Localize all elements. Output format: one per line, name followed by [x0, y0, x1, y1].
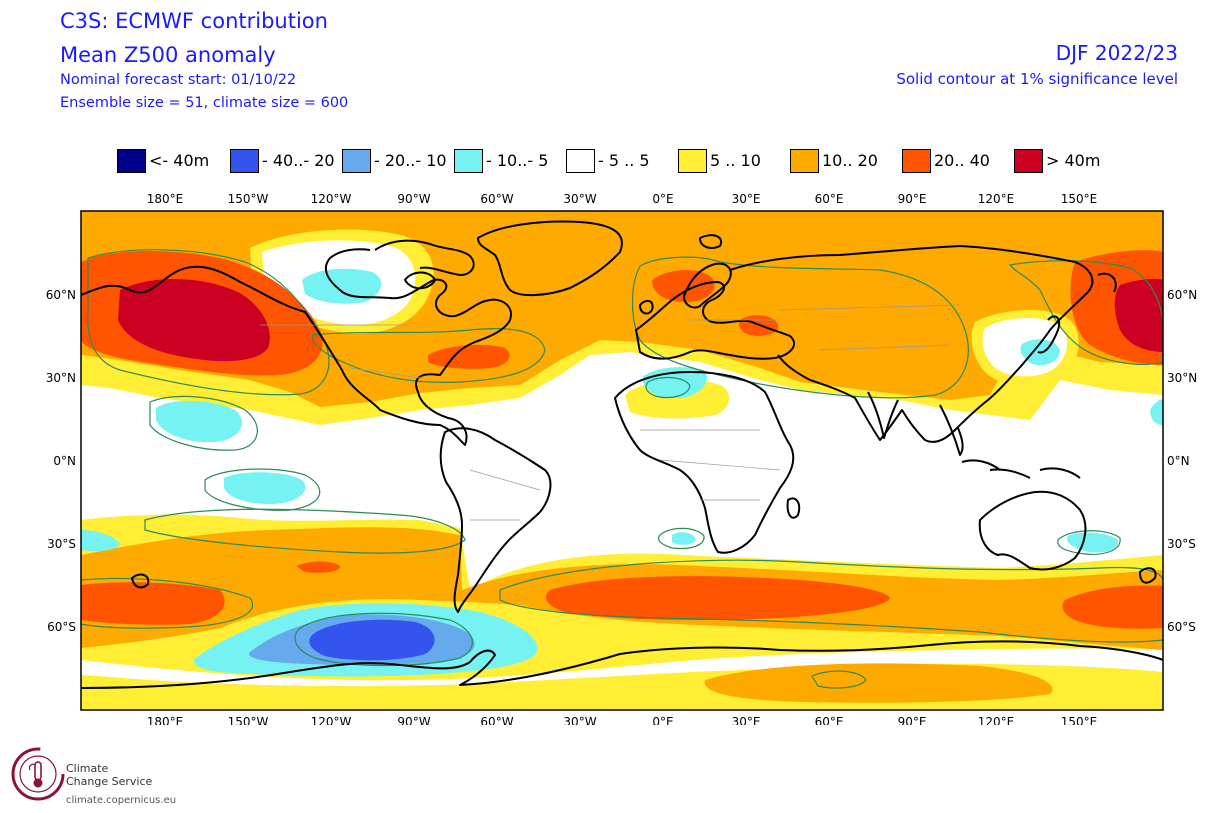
legend-swatch: [230, 149, 259, 173]
lat-label-left: 30°S: [47, 537, 76, 551]
lon-label-top: 0°E: [652, 192, 673, 206]
lon-label-top: 90°E: [898, 192, 927, 206]
lon-label-bottom: 30°E: [732, 715, 761, 725]
season-label: DJF 2022/23: [1055, 41, 1178, 65]
lon-label-bottom: 0°E: [652, 715, 673, 725]
lon-label-bottom: 120°E: [978, 715, 1015, 725]
legend-label: - 20..- 10: [374, 151, 447, 170]
lon-label-bottom: 120°W: [311, 715, 352, 725]
lon-label-bottom: 90°E: [898, 715, 927, 725]
logo-text: Climate: [66, 762, 109, 775]
lon-label-bottom: 30°W: [563, 715, 596, 725]
legend-label: - 40..- 20: [262, 151, 335, 170]
legend-swatch: [1014, 149, 1043, 173]
logo-text: Change Service: [66, 775, 153, 788]
lat-label-right: 0°N: [1167, 454, 1190, 468]
legend-swatch: [678, 149, 707, 173]
forecast-start-text: Nominal forecast start: 01/10/22: [60, 72, 297, 88]
lon-label-top: 60°E: [815, 192, 844, 206]
lon-label-top: 120°E: [978, 192, 1015, 206]
variable-title: Mean Z500 anomaly: [60, 43, 276, 67]
anomaly-map: 180°E 150°W 120°W 90°W 60°W 30°W 0°E 30°…: [46, 192, 1198, 725]
legend-label: 20.. 40: [934, 151, 990, 170]
logo-url[interactable]: climate.copernicus.eu: [66, 795, 177, 806]
lon-label-bottom: 150°W: [228, 715, 269, 725]
lon-label-top: 150°E: [1061, 192, 1098, 206]
legend-label: 5 .. 10: [710, 151, 761, 170]
lat-label-right: 30°S: [1167, 537, 1196, 551]
map-frame: [80, 210, 1164, 711]
legend-label: 10.. 20: [822, 151, 878, 170]
legend-label: - 5 .. 5: [598, 151, 650, 170]
legend-label: <- 40m: [149, 151, 210, 170]
significance-contours: [81, 249, 1163, 689]
country-borders: [260, 304, 961, 521]
map-title: C3S: ECMWF contribution: [60, 9, 328, 33]
lon-label-bottom: 90°W: [397, 715, 430, 725]
c3s-logo-icon: [11, 747, 65, 801]
lon-label-top: 180°E: [147, 192, 184, 206]
lat-label-right: 30°N: [1167, 371, 1197, 385]
lat-label-left: 60°N: [46, 288, 76, 302]
lat-label-left: 0°N: [53, 454, 76, 468]
lon-label-bottom: 180°E: [147, 715, 184, 725]
lon-label-top: 150°W: [228, 192, 269, 206]
lat-label-left: 60°S: [47, 620, 76, 634]
ensemble-size-text: Ensemble size = 51, climate size = 600: [60, 95, 349, 111]
lat-label-right: 60°N: [1167, 288, 1197, 302]
legend-label: > 40m: [1046, 151, 1101, 170]
legend-label: - 10..- 5: [486, 151, 549, 170]
lon-label-top: 120°W: [311, 192, 352, 206]
lon-label-top: 60°W: [480, 192, 513, 206]
coastlines: [81, 220, 1163, 689]
legend-swatch: [117, 149, 146, 173]
lon-label-top: 30°E: [732, 192, 761, 206]
lon-label-top: 30°W: [563, 192, 596, 206]
map-field: [81, 211, 1163, 710]
significance-note: Solid contour at 1% significance level: [896, 70, 1178, 88]
legend-swatch: [342, 149, 371, 173]
legend-swatch: [902, 149, 931, 173]
lon-label-top: 90°W: [397, 192, 430, 206]
lat-label-left: 30°N: [46, 371, 76, 385]
lon-label-bottom: 60°W: [480, 715, 513, 725]
legend-swatch: [790, 149, 819, 173]
lon-label-bottom: 150°E: [1061, 715, 1098, 725]
legend-swatch: [566, 149, 595, 173]
legend-swatch: [454, 149, 483, 173]
lon-label-bottom: 60°E: [815, 715, 844, 725]
lat-label-right: 60°S: [1167, 620, 1196, 634]
